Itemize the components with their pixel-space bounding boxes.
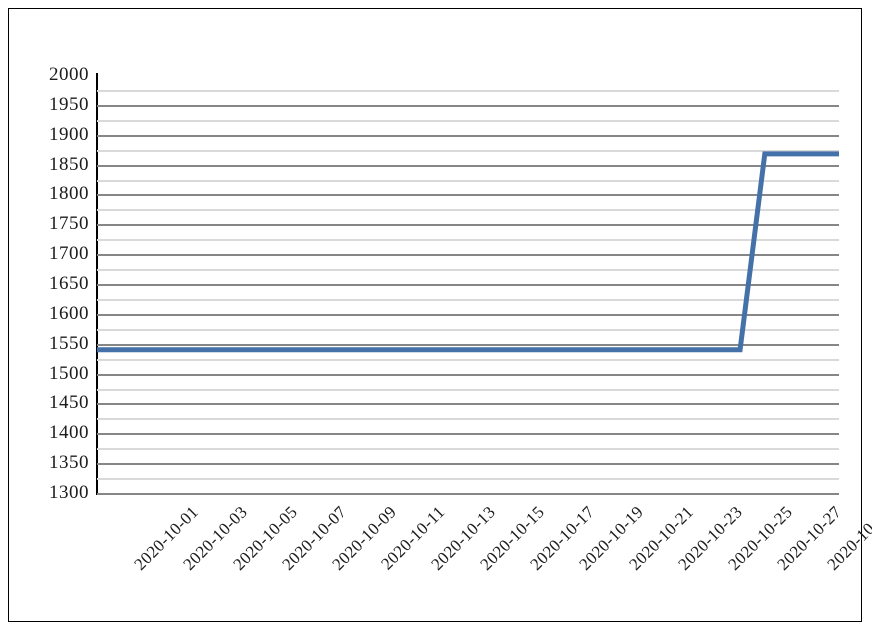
y-axis-tick-label-group: 2000 1950 1900 1850 1800 1750 1700 1650 1600 1550… (9, 9, 93, 569)
gridline-major (97, 194, 839, 197)
gridline-major (97, 343, 839, 346)
y-axis-tick-label: 1600 (49, 302, 89, 324)
gridline-minor (97, 478, 839, 481)
y-axis-tick-label: 1500 (49, 362, 89, 384)
gridline-minor (97, 239, 839, 242)
gridline-minor (97, 89, 839, 92)
series-polyline (97, 151, 839, 353)
y-axis-tick-label: 2000 (49, 64, 89, 85)
gridline-minor (97, 209, 839, 212)
y-axis-tick-label: 1400 (49, 422, 89, 444)
gridline-minor (97, 358, 839, 361)
gridline-major (97, 313, 839, 316)
gridline-minor (97, 328, 839, 331)
gridlines-group (97, 75, 839, 495)
gridline-major (97, 403, 839, 406)
y-axis-tick-label: 1900 (49, 123, 89, 145)
gridline-major (97, 134, 839, 137)
gridline-major (97, 164, 839, 167)
chart-frame: 2000 1950 1900 1850 1800 1750 1700 1650 1600 1550… (8, 8, 872, 622)
gridline-major (97, 373, 839, 376)
gridline-minor (97, 269, 839, 272)
y-axis-tick-label: 1750 (49, 213, 89, 235)
y-axis-tick-label: 1450 (49, 392, 89, 414)
y-axis-tick-label: 1300 (49, 482, 89, 503)
y-axis-tick-label: 1950 (49, 93, 89, 115)
gridline-minor (97, 448, 839, 451)
gridline-minor (97, 119, 839, 122)
gridline-minor (97, 388, 839, 391)
gridline-minor (97, 149, 839, 152)
data-series-line (97, 151, 839, 353)
y-axis-tick-label: 1350 (49, 452, 89, 474)
gridline-major (97, 104, 839, 107)
plot-area (97, 75, 839, 495)
gridline-minor (97, 418, 839, 421)
gridline-major (97, 463, 839, 466)
y-axis-tick-label: 1800 (49, 183, 89, 205)
gridline-minor (97, 298, 839, 301)
y-axis-tick-label: 1550 (49, 332, 89, 354)
gridline-major (97, 224, 839, 227)
y-axis-tick-label: 1700 (49, 243, 89, 265)
y-axis-tick-label: 1650 (49, 273, 89, 294)
gridline-major (97, 284, 839, 286)
y-axis-tick-label: 1850 (49, 153, 89, 175)
gridline-major (97, 254, 839, 257)
x-axis-tick-label-group: 2020-10-01 2020-10-03 2020-10-05 2020-10-07… (9, 9, 872, 621)
gridline-minor (97, 179, 839, 182)
gridline-major (97, 433, 839, 436)
x-axis-line (97, 493, 839, 495)
